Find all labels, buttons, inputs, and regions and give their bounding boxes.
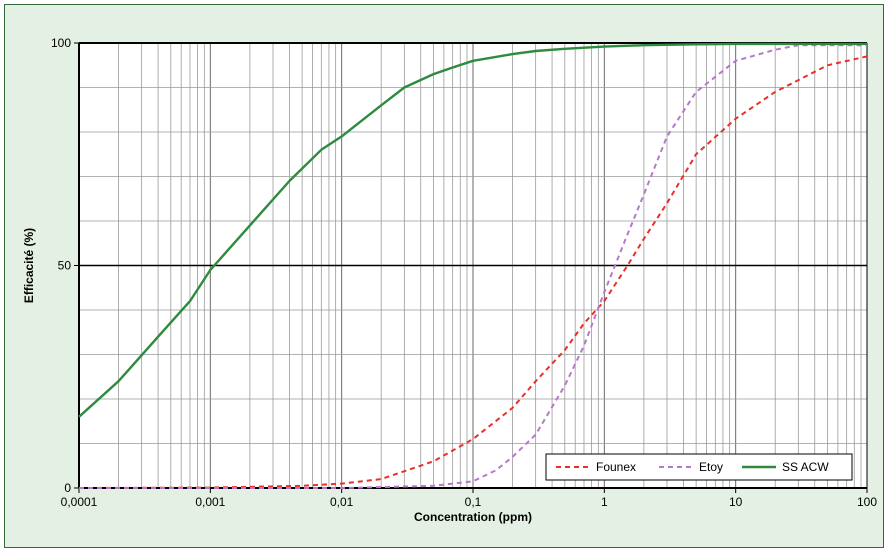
legend: Founex Etoy SS ACW [545,453,853,481]
series-lines [78,42,868,489]
grid [78,43,868,488]
series-line-founex [78,55,868,489]
chart-frame: 0,0001 0,001 0,01 0,1 1 10 100 0 50 100 Concentra… [4,4,884,548]
x-tick-label: 100 [857,495,877,509]
x-tick-label: 1 [601,495,608,509]
efficacy-chart: 0,0001 0,001 0,01 0,1 1 10 100 0 50 100 Concentra… [22,36,877,524]
y-tick-label: 0 [64,481,71,495]
axes: 0,0001 0,001 0,01 0,1 1 10 100 0 50 100 [51,36,877,509]
x-tick-label: 0,0001 [61,495,98,509]
x-tick-label: 10 [729,495,743,509]
x-tick-label: 0,01 [330,495,354,509]
series-line-ss-acw [78,42,867,418]
x-axis-title: Concentration (ppm) [414,510,532,524]
legend-label: Etoy [699,460,723,474]
legend-box [545,453,853,481]
y-tick-label: 100 [51,36,71,50]
y-tick-label: 50 [58,259,72,273]
y-axis-title: Efficacité (%) [22,228,36,303]
x-tick-label: 0,001 [195,495,225,509]
legend-label: SS ACW [782,460,829,474]
x-tick-label: 0,1 [465,495,482,509]
series-line-etoy [79,44,867,489]
legend-label: Founex [596,460,636,474]
